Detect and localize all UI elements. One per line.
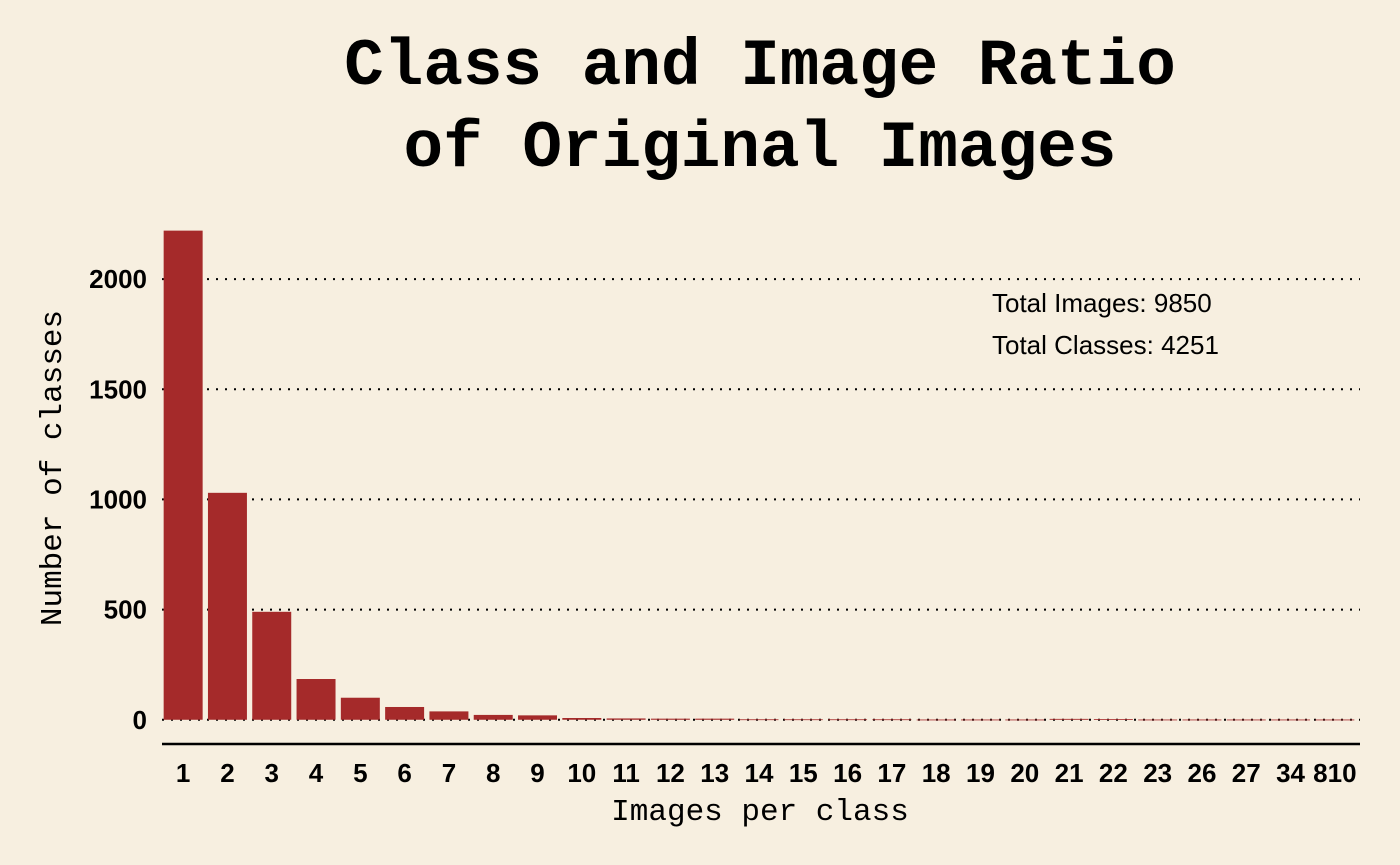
x-tick-label: 26 xyxy=(1188,758,1217,788)
x-tick-label: 17 xyxy=(877,758,906,788)
bar-2 xyxy=(207,492,247,720)
x-tick-label: 1 xyxy=(176,758,190,788)
bar-21 xyxy=(1049,718,1089,720)
x-tick-label: 13 xyxy=(700,758,729,788)
x-tick-label: 8 xyxy=(486,758,500,788)
bar-10 xyxy=(562,718,602,720)
x-tick-label: 16 xyxy=(833,758,862,788)
bars xyxy=(163,230,1355,721)
x-tick-label: 2 xyxy=(220,758,234,788)
bar-22 xyxy=(1093,719,1133,720)
y-tick-label: 1500 xyxy=(89,374,147,404)
x-tick-label: 19 xyxy=(966,758,995,788)
bar-14 xyxy=(739,719,779,721)
x-tick-label: 10 xyxy=(567,758,596,788)
x-tick-label: 6 xyxy=(397,758,411,788)
y-tick-labels: 0 500 1000 1500 2000 xyxy=(89,264,147,735)
bar-11 xyxy=(606,718,646,720)
x-tick-label: 34 xyxy=(1276,758,1305,788)
x-tick-labels: 1 2 3 4 5 6 7 8 9 10 11 12 13 14 15 16 17 18 19 20 21 22 23 26 2… xyxy=(176,758,1357,788)
x-tick-label: 23 xyxy=(1143,758,1172,788)
bar-8 xyxy=(473,714,513,720)
y-tick-label: 0 xyxy=(133,705,147,735)
chart-title-line-1: Class and Image Ratio xyxy=(344,29,1176,104)
bar-18 xyxy=(916,719,956,721)
bar-1 xyxy=(163,230,203,720)
bar-12 xyxy=(650,718,690,720)
bar-19 xyxy=(960,719,1000,721)
bar-27 xyxy=(1226,719,1266,721)
bar-7 xyxy=(429,711,469,720)
x-tick-label: 14 xyxy=(745,758,774,788)
x-tick-label: 20 xyxy=(1010,758,1039,788)
x-tick-label: 4 xyxy=(309,758,324,788)
bar-810 xyxy=(1315,719,1355,721)
bar-26 xyxy=(1182,719,1222,721)
x-tick-label: 810 xyxy=(1313,758,1356,788)
x-tick-label: 12 xyxy=(656,758,685,788)
x-tick-label: 18 xyxy=(922,758,951,788)
x-tick-label: 22 xyxy=(1099,758,1128,788)
annotation-total-classes: Total Classes: 4251 xyxy=(992,330,1219,360)
bar-6 xyxy=(385,706,425,720)
bar-4 xyxy=(296,679,336,720)
y-tick-label: 500 xyxy=(104,595,147,625)
x-tick-label: 3 xyxy=(265,758,279,788)
x-tick-label: 11 xyxy=(612,758,640,788)
chart-title-line-2: of Original Images xyxy=(404,111,1117,186)
x-tick-label: 21 xyxy=(1055,758,1084,788)
bar-5 xyxy=(340,697,380,720)
bar-34 xyxy=(1271,719,1311,721)
bar-17 xyxy=(872,719,912,721)
y-tick-label: 2000 xyxy=(89,264,147,294)
bar-16 xyxy=(828,719,868,721)
x-axis-label: Images per class xyxy=(611,795,909,830)
x-tick-label: 5 xyxy=(353,758,367,788)
x-tick-label: 9 xyxy=(530,758,544,788)
bar-3 xyxy=(252,611,292,720)
x-tick-label: 27 xyxy=(1232,758,1261,788)
x-tick-label: 15 xyxy=(789,758,818,788)
bar-23 xyxy=(1138,719,1178,721)
bar-9 xyxy=(518,715,558,720)
y-axis-label: Number of classes xyxy=(36,310,71,626)
bar-15 xyxy=(783,719,823,721)
bar-20 xyxy=(1005,719,1045,721)
x-tick-label: 7 xyxy=(442,758,456,788)
bar-13 xyxy=(695,718,735,720)
y-tick-label: 1000 xyxy=(89,484,147,514)
annotation-total-images: Total Images: 9850 xyxy=(992,288,1212,318)
